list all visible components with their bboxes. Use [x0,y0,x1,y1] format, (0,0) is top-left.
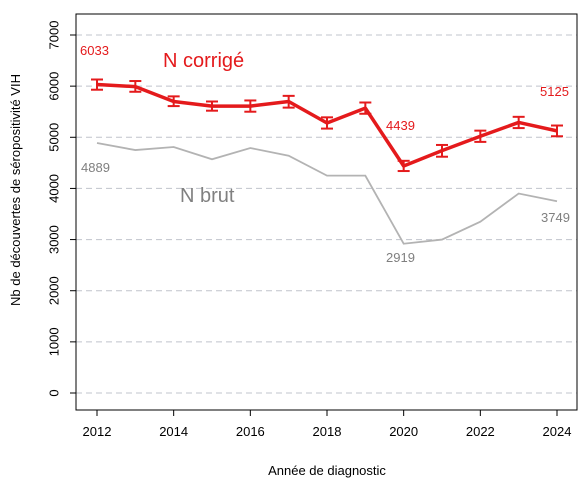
y-axis-ticks: 0 1000 2000 3000 4000 5000 6000 7000 [47,21,76,397]
data-label-n-brut: 3749 [541,210,570,225]
x-axis-title: Année de diagnostic [268,463,386,478]
data-label-n-corrige: 5125 [540,84,569,99]
x-tick-label: 2012 [83,424,112,439]
x-tick-label: 2024 [543,424,572,439]
error-bar [129,80,142,93]
error-bar [282,94,295,109]
error-bar [397,159,410,173]
data-label-n-corrige: 6033 [80,43,109,58]
error-bar [474,129,487,143]
y-tick-label: 3000 [47,225,62,254]
x-tick-label: 2016 [236,424,265,439]
x-axis-ticks: 2012 2014 2016 2018 2020 2022 2024 [83,410,572,439]
x-tick-label: 2020 [389,424,418,439]
y-tick-label: 2000 [47,276,62,305]
y-tick-label: 4000 [47,174,62,203]
labels-layer: N corrigé N brut 6033 4439 5125 4889 2919 3749 [80,43,570,265]
error-bar [167,95,180,108]
error-bar [206,100,218,112]
series-line-n-brut [96,142,558,245]
error-bar [359,101,372,115]
y-tick-label: 0 [47,389,62,396]
series-label-n-corrige: N corrigé [163,50,244,72]
y-tick-label: 5000 [47,123,62,152]
y-axis-title: Nb de découvertes de séropositivité VIH [8,74,23,306]
x-tick-label: 2022 [466,424,495,439]
x-tick-label: 2018 [313,424,342,439]
axes [75,13,578,411]
error-bar [244,99,257,113]
error-bar [512,115,525,130]
plot-frame [75,13,578,411]
series-label-n-brut: N brut [180,185,235,207]
x-tick-label: 2014 [159,424,188,439]
error-bar [91,78,103,91]
error-bar [321,116,333,130]
data-label-n-corrige: 4439 [386,118,415,133]
error-bar [551,124,563,138]
series-layer [91,78,563,245]
data-label-n-brut: 2919 [386,250,415,265]
y-tick-label: 6000 [47,72,62,101]
y-tick-label: 1000 [47,327,62,356]
error-bar [436,143,448,158]
grid-lines [76,34,577,394]
data-label-n-brut: 4889 [81,160,110,175]
y-tick-label: 7000 [47,21,62,50]
